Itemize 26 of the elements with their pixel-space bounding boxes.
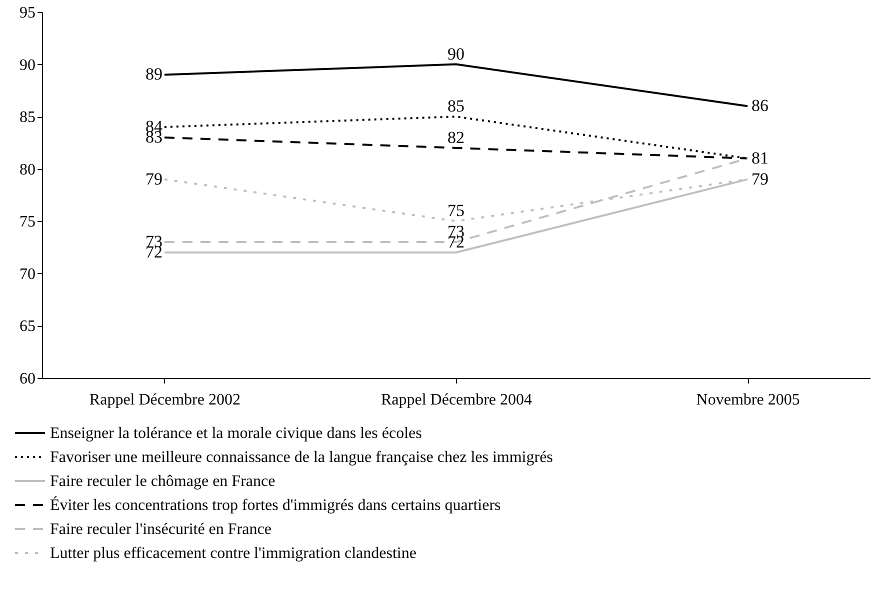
- x-tick-label: Rappel Décembre 2004: [380, 392, 532, 408]
- y-tick-label: 75: [20, 214, 36, 231]
- y-tick-label: 85: [20, 109, 36, 126]
- y-tick-label: 60: [20, 370, 36, 388]
- y-tick-label: 70: [20, 266, 36, 283]
- y-tick-label: 95: [20, 4, 36, 22]
- y-tick-label: 90: [20, 56, 36, 74]
- x-tick-label: Rappel Décembre 2002: [89, 392, 240, 408]
- legend-label: Faire reculer le chômage en France: [50, 473, 276, 490]
- legend-label: Lutter plus efficacement contre l'immigration clandestine: [50, 545, 416, 562]
- y-tick-label: 65: [20, 318, 36, 336]
- data-label: 85: [448, 96, 464, 116]
- x-tick-label: Novembre 2005: [696, 392, 800, 408]
- legend-label: Enseigner la tolérance et la morale civique dans les écoles: [50, 425, 422, 442]
- data-label: 79: [752, 169, 769, 188]
- data-label: 86: [752, 96, 769, 116]
- legend-label: Favoriser une meilleure connaissance de la langue française chez les immigrés: [50, 449, 553, 466]
- legend-label: Éviter les concentrations trop fortes d'immigrés dans certains quartiers: [50, 496, 501, 514]
- data-label: 90: [448, 44, 464, 64]
- data-label: 82: [448, 128, 464, 147]
- legend-label: Faire reculer l'insécurité en France: [50, 521, 272, 538]
- data-label: 89: [145, 64, 162, 84]
- data-label: 81: [752, 148, 769, 168]
- data-label: 75: [448, 201, 464, 220]
- data-label: 79: [145, 169, 162, 188]
- y-tick-label: 80: [20, 161, 36, 178]
